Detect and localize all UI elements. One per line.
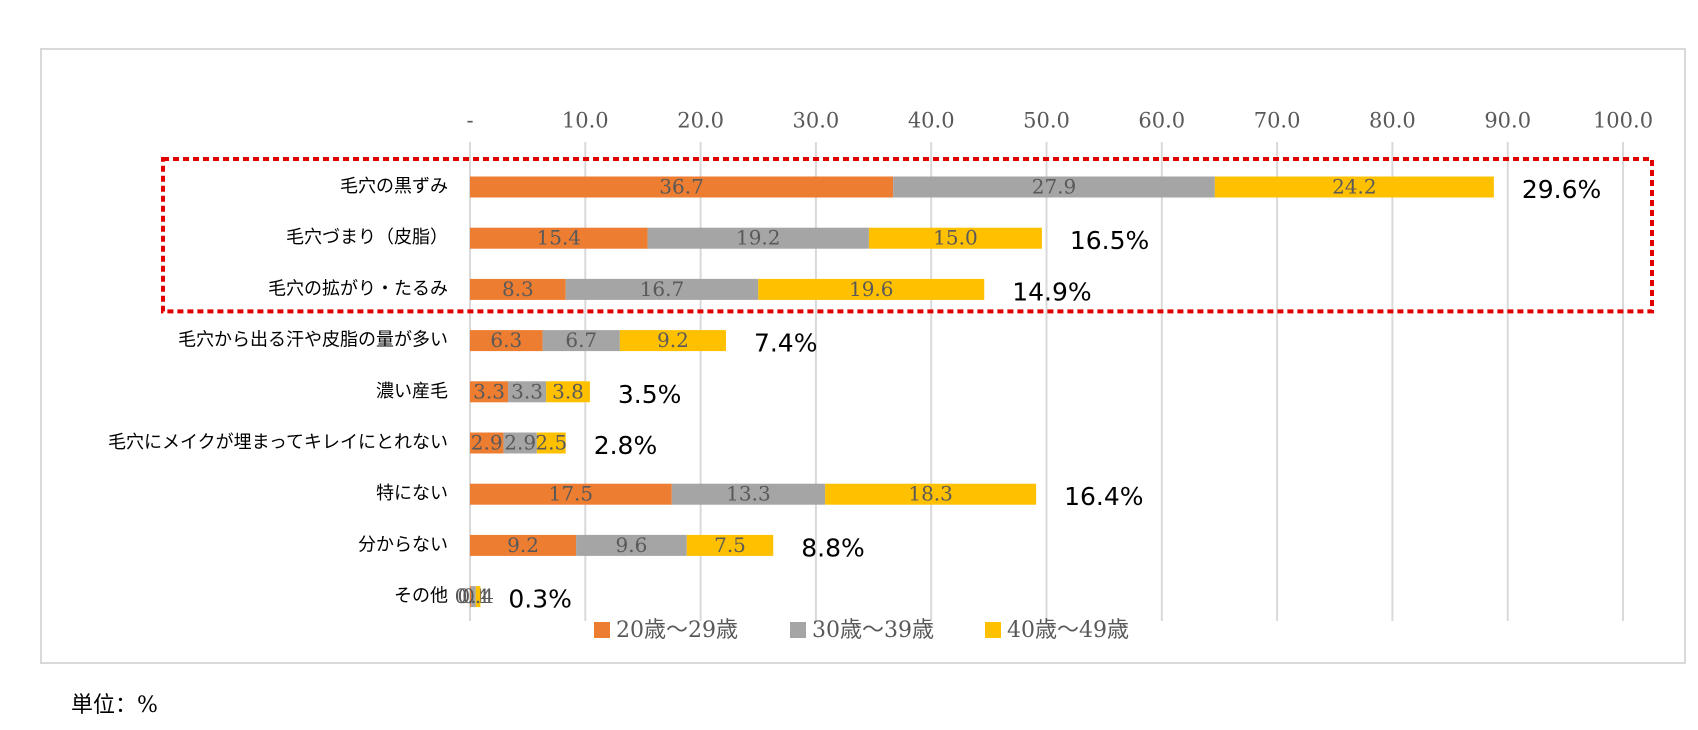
value-label: 17.5 <box>549 482 594 506</box>
bar-segment <box>470 330 543 352</box>
value-label: 0.4 <box>458 584 490 608</box>
bar-segment <box>542 330 620 352</box>
bar-segment <box>868 227 1042 249</box>
value-label: 19.6 <box>849 277 894 301</box>
bar-segment <box>470 227 648 249</box>
x-tick-label: 40.0 <box>908 109 955 133</box>
legend-swatch <box>790 622 806 638</box>
category-label: 特にない <box>376 483 448 504</box>
category-label: 毛穴づまり（皮脂） <box>286 227 448 248</box>
category-label: 毛穴にメイクが埋まってキレイにとれない <box>108 432 448 453</box>
bar-segment <box>893 176 1215 198</box>
value-label: 0.1 <box>455 584 487 608</box>
value-label: 2.5 <box>535 431 567 455</box>
bar-segment <box>671 483 826 505</box>
value-label: 0.4 <box>462 584 494 608</box>
value-label: 15.4 <box>537 226 582 250</box>
x-tick-label: 20.0 <box>677 109 724 133</box>
category-label: 濃い産毛 <box>376 381 448 402</box>
legend-swatch <box>985 622 1001 638</box>
average-label: 0.3% <box>508 585 572 614</box>
x-tick-label: 10.0 <box>562 109 609 133</box>
value-label: 13.3 <box>726 482 771 506</box>
bar-segment <box>475 586 481 608</box>
chart-frame <box>40 48 1686 664</box>
category-label: 毛穴の黒ずみ <box>340 176 448 197</box>
value-label: 16.7 <box>640 277 685 301</box>
legend-label: 30歳～39歳 <box>812 618 934 643</box>
value-label: 15.0 <box>933 226 978 250</box>
value-label: 19.2 <box>736 226 781 250</box>
x-tick-label: 80.0 <box>1369 109 1416 133</box>
value-label: 6.3 <box>490 328 522 352</box>
x-tick-label: 90.0 <box>1484 109 1531 133</box>
bar-segment <box>503 432 537 454</box>
bar-segment <box>576 534 687 556</box>
value-label: 3.8 <box>552 379 584 403</box>
x-tick-label: 50.0 <box>1023 109 1070 133</box>
x-tick-label: 100.0 <box>1593 109 1653 133</box>
bar-segment <box>470 176 894 198</box>
bar-segment <box>471 586 476 608</box>
value-label: 3.3 <box>473 379 505 403</box>
bar-segment <box>1214 176 1494 198</box>
bar-segment <box>546 381 590 403</box>
bar-segment <box>470 483 672 505</box>
average-label: 16.5% <box>1070 226 1149 255</box>
value-label: 7.5 <box>714 533 746 557</box>
highlight-box <box>161 157 1654 314</box>
average-label: 8.8% <box>801 533 865 562</box>
legend-label: 20歳～29歳 <box>616 618 738 643</box>
value-label: 18.3 <box>908 482 953 506</box>
average-label: 3.5% <box>618 380 682 409</box>
x-tick-label: - <box>466 109 473 133</box>
value-label: 36.7 <box>659 175 704 199</box>
value-label: 27.9 <box>1032 175 1077 199</box>
average-label: 14.9% <box>1012 277 1091 306</box>
category-label: 分からない <box>358 534 448 555</box>
bar-segment <box>825 483 1037 505</box>
category-label: 毛穴の拡がり・たるみ <box>268 278 448 299</box>
category-label: その他 <box>394 586 448 607</box>
footnote: 単位：% <box>71 693 158 718</box>
x-tick-label: 70.0 <box>1254 109 1301 133</box>
x-tick-label: 60.0 <box>1138 109 1185 133</box>
average-label: 7.4% <box>754 329 818 358</box>
value-label: 9.2 <box>507 533 539 557</box>
average-label: 29.6% <box>1522 175 1601 204</box>
legend-label: 40歳～49歳 <box>1007 618 1129 643</box>
bar-segment <box>565 278 759 300</box>
value-label: 3.3 <box>511 379 543 403</box>
bar-segment <box>470 534 577 556</box>
bar-segment <box>758 278 985 300</box>
legend-swatch <box>594 622 610 638</box>
bar-segment <box>508 381 547 403</box>
value-label: 9.2 <box>657 328 689 352</box>
bar-segment <box>619 330 726 352</box>
value-label: 2.9 <box>504 431 536 455</box>
value-label: 24.2 <box>1332 175 1377 199</box>
value-label: 9.6 <box>616 533 648 557</box>
x-tick-label: 30.0 <box>793 109 840 133</box>
bar-segment <box>470 586 472 608</box>
average-label: 2.8% <box>594 431 658 460</box>
category-label: 毛穴から出る汗や皮脂の量が多い <box>178 330 448 351</box>
bar-segment <box>470 278 566 300</box>
bar-segment <box>647 227 869 249</box>
value-label: 8.3 <box>502 277 534 301</box>
value-label: 6.7 <box>565 328 597 352</box>
average-label: 16.4% <box>1064 482 1143 511</box>
value-label: 2.9 <box>471 431 503 455</box>
bar-segment <box>686 534 774 556</box>
bar-segment <box>470 381 509 403</box>
bar-segment <box>470 432 504 454</box>
bar-segment <box>536 432 566 454</box>
